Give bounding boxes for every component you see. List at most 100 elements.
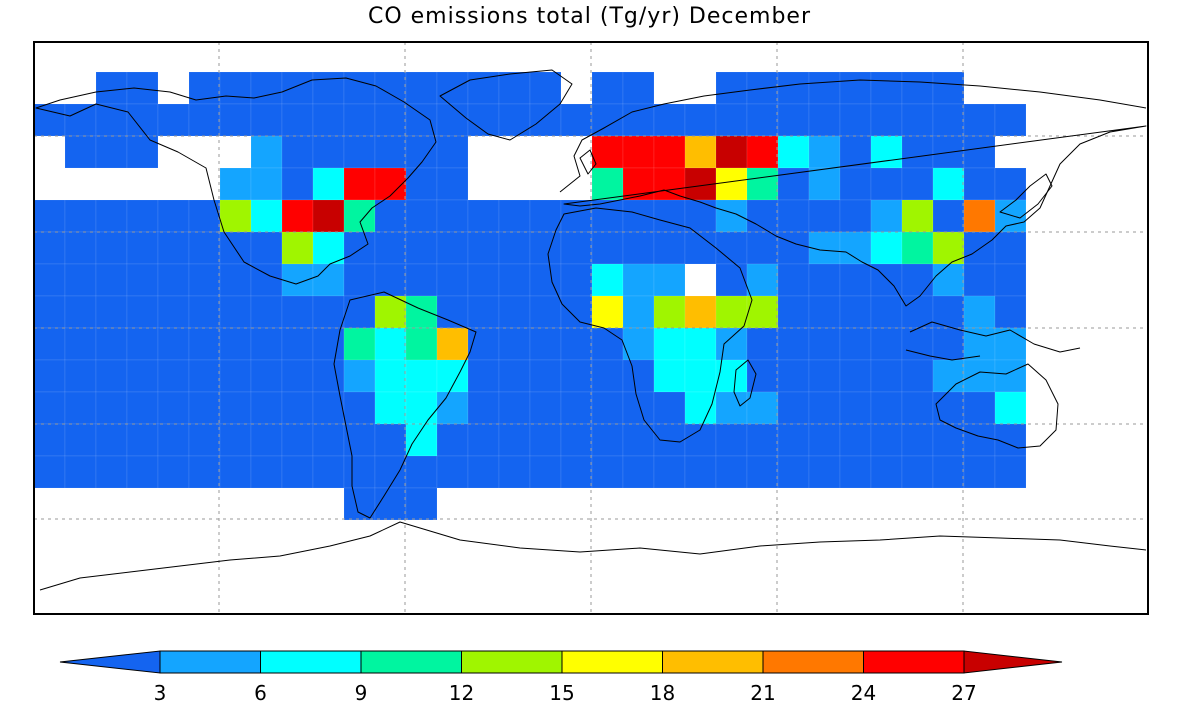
emission-cell bbox=[436, 103, 469, 137]
emission-cell bbox=[188, 295, 221, 329]
emission-cell bbox=[777, 71, 810, 105]
emission-cell bbox=[622, 103, 655, 137]
emission-cell bbox=[405, 199, 438, 233]
emission-cell bbox=[746, 455, 779, 489]
emission-cell bbox=[684, 295, 717, 329]
emission-cell bbox=[343, 487, 376, 521]
emission-cell bbox=[95, 455, 128, 489]
emission-cell bbox=[746, 327, 779, 361]
emission-cell bbox=[95, 423, 128, 457]
emission-cell bbox=[591, 71, 624, 105]
emission-cell bbox=[64, 199, 97, 233]
emission-cell bbox=[250, 263, 283, 297]
emission-cell bbox=[808, 455, 841, 489]
emission-cell bbox=[374, 167, 407, 201]
emission-cell bbox=[95, 199, 128, 233]
emission-cell bbox=[374, 391, 407, 425]
emission-cell bbox=[64, 455, 97, 489]
emission-cell bbox=[622, 71, 655, 105]
emission-cell bbox=[250, 167, 283, 201]
emission-cell bbox=[33, 263, 66, 297]
colorbar-tick-label: 18 bbox=[650, 681, 675, 705]
emission-cell bbox=[808, 199, 841, 233]
emission-cell bbox=[33, 391, 66, 425]
emission-cell bbox=[529, 359, 562, 393]
emission-cell bbox=[436, 455, 469, 489]
emission-cell bbox=[188, 359, 221, 393]
emission-cell bbox=[622, 263, 655, 297]
emission-cell bbox=[839, 455, 872, 489]
emission-cell bbox=[715, 455, 748, 489]
emission-cell bbox=[994, 423, 1027, 457]
emission-cell bbox=[529, 391, 562, 425]
emission-cell bbox=[870, 71, 903, 105]
emission-cell bbox=[777, 263, 810, 297]
emission-cell bbox=[746, 263, 779, 297]
emission-cell bbox=[715, 103, 748, 137]
emission-cell bbox=[808, 71, 841, 105]
colorbar-arrow-low bbox=[59, 650, 161, 674]
emission-cell bbox=[808, 103, 841, 137]
colorbar-arrow-high bbox=[963, 650, 1063, 674]
emission-cell bbox=[994, 263, 1027, 297]
emission-cell bbox=[405, 391, 438, 425]
emission-cell bbox=[684, 103, 717, 137]
colorbar-tick-label: 9 bbox=[355, 681, 368, 705]
emission-cell bbox=[219, 263, 252, 297]
emission-cell bbox=[622, 391, 655, 425]
coast-greenland bbox=[439, 69, 573, 141]
emission-cell bbox=[932, 327, 965, 361]
emission-cell bbox=[746, 391, 779, 425]
emission-cells bbox=[33, 71, 1027, 521]
emission-cell bbox=[870, 103, 903, 137]
emission-cell bbox=[250, 295, 283, 329]
emission-cell bbox=[808, 263, 841, 297]
emission-cell bbox=[374, 327, 407, 361]
emission-cell bbox=[157, 295, 190, 329]
coast-british-isles bbox=[579, 149, 597, 175]
emission-cell bbox=[684, 199, 717, 233]
emission-cell bbox=[343, 135, 376, 169]
emission-cell bbox=[870, 327, 903, 361]
emission-cell bbox=[405, 295, 438, 329]
emission-cell bbox=[312, 135, 345, 169]
emission-cell bbox=[653, 455, 686, 489]
emission-cell bbox=[436, 423, 469, 457]
emission-cell bbox=[498, 231, 531, 265]
emission-cell bbox=[250, 359, 283, 393]
emission-cell bbox=[126, 295, 159, 329]
emission-cell bbox=[994, 327, 1027, 361]
colorbar-segment bbox=[260, 650, 362, 674]
emission-cell bbox=[95, 295, 128, 329]
emission-cell bbox=[963, 135, 996, 169]
emission-cell bbox=[901, 391, 934, 425]
emission-cell bbox=[591, 295, 624, 329]
emission-cell bbox=[963, 167, 996, 201]
emission-cell bbox=[560, 455, 593, 489]
emission-cell bbox=[188, 103, 221, 137]
emission-cell bbox=[591, 327, 624, 361]
colorbar-tick-label: 3 bbox=[154, 681, 167, 705]
emission-cell bbox=[405, 71, 438, 105]
emission-cell bbox=[95, 231, 128, 265]
emission-cell bbox=[312, 71, 345, 105]
emission-cell bbox=[777, 455, 810, 489]
emission-cell bbox=[839, 103, 872, 137]
emission-cell bbox=[126, 327, 159, 361]
emission-cell bbox=[777, 135, 810, 169]
emission-cell bbox=[622, 135, 655, 169]
map-frame bbox=[33, 41, 1149, 615]
emission-cell bbox=[870, 295, 903, 329]
colorbar-segment bbox=[662, 650, 764, 674]
colorbar-tick-label: 21 bbox=[750, 681, 775, 705]
emission-cell bbox=[746, 103, 779, 137]
emission-cell bbox=[653, 167, 686, 201]
emission-cell bbox=[498, 455, 531, 489]
emission-cell bbox=[405, 487, 438, 521]
emission-cell bbox=[963, 391, 996, 425]
emission-cell bbox=[405, 359, 438, 393]
emission-cell bbox=[436, 391, 469, 425]
emission-cell bbox=[374, 455, 407, 489]
